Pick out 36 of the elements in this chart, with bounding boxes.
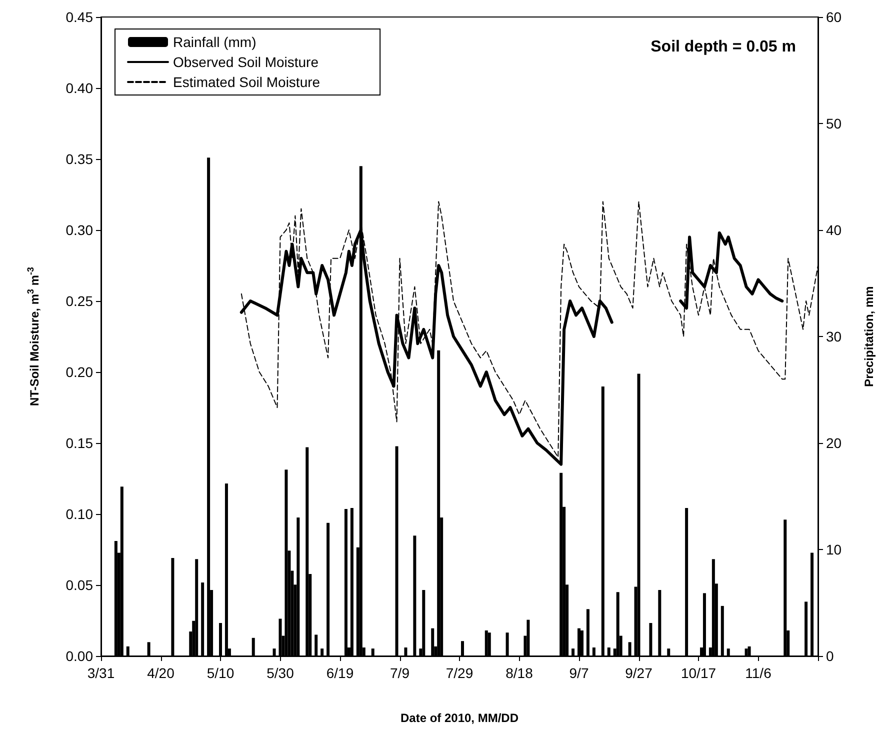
x-tick-label: 4/20 bbox=[147, 665, 175, 681]
y2-tick-label: 40 bbox=[826, 222, 842, 238]
x-tick-label: 7/29 bbox=[446, 665, 474, 681]
y-tick-label: 0.45 bbox=[66, 9, 94, 25]
y-tick-label: 0.00 bbox=[66, 648, 94, 664]
legend-label: Rainfall (mm) bbox=[173, 34, 256, 50]
x-tick-label: 8/18 bbox=[506, 665, 534, 681]
y-tick-label: 0.20 bbox=[66, 364, 94, 380]
x-tick-label: 5/30 bbox=[266, 665, 294, 681]
y-tick-label: 0.40 bbox=[66, 80, 94, 96]
y-tick-label: 0.25 bbox=[66, 293, 94, 309]
y-tick-label: 0.05 bbox=[66, 577, 94, 593]
x-tick-label: 10/17 bbox=[680, 665, 716, 681]
y2-tick-label: 20 bbox=[826, 435, 842, 451]
y-tick-label: 0.10 bbox=[66, 506, 94, 522]
y2-tick-label: 60 bbox=[826, 9, 842, 25]
x-axis-title: Date of 2010, MM/DD bbox=[400, 711, 519, 725]
x-tick-label: 11/6 bbox=[745, 665, 772, 681]
y-tick-label: 0.35 bbox=[66, 151, 94, 167]
y-tick-label: 0.15 bbox=[66, 435, 94, 451]
x-tick-label: 9/27 bbox=[625, 665, 653, 681]
y2-tick-label: 30 bbox=[826, 328, 842, 344]
legend-label: Estimated Soil Moisture bbox=[173, 74, 320, 90]
y2-tick-label: 0 bbox=[826, 648, 834, 664]
y2-axis-title: Precipitation, mm bbox=[862, 286, 876, 387]
x-tick-label: 5/10 bbox=[206, 665, 234, 681]
y2-tick-label: 50 bbox=[826, 116, 842, 132]
y-tick-label: 0.30 bbox=[66, 222, 94, 238]
x-tick-label: 6/19 bbox=[326, 665, 354, 681]
x-tick-label: 7/9 bbox=[390, 665, 410, 681]
y2-tick-label: 10 bbox=[826, 542, 842, 558]
annotation: Soil depth = 0.05 m bbox=[650, 38, 796, 56]
legend-label: Observed Soil Moisture bbox=[173, 54, 319, 70]
y-axis-title: NT-Soil Moisture, m3 m-3 bbox=[26, 266, 42, 406]
x-tick-label: 3/31 bbox=[87, 665, 115, 681]
x-tick-label: 9/7 bbox=[569, 665, 589, 681]
